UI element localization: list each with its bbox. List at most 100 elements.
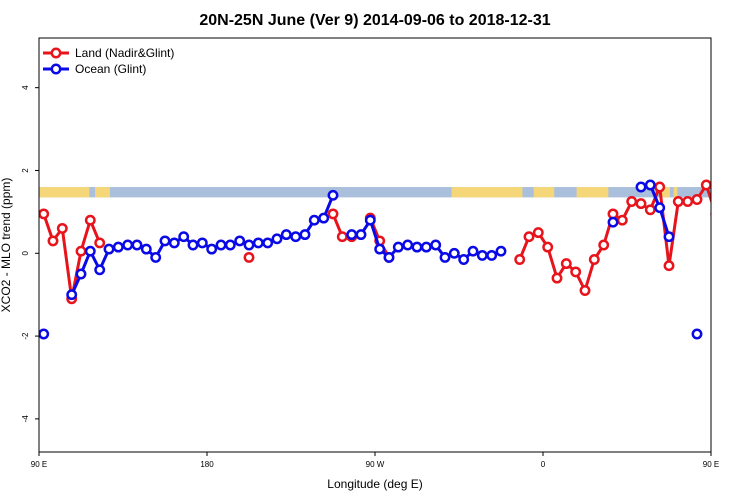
series-0-point-7 — [243, 251, 255, 263]
series-0-point-34 — [700, 179, 711, 191]
x-tick-label-2: 90 W — [366, 460, 385, 469]
series-0-point-4 — [75, 245, 87, 257]
series-0-point-36 — [721, 237, 729, 245]
series-1-point-5 — [103, 243, 115, 255]
series-1-point-48 — [635, 181, 647, 193]
series-1-point-16 — [206, 243, 218, 255]
series-1-point-33 — [374, 243, 386, 255]
series-0-line-4 — [518, 183, 711, 292]
y-tick-label-4: 4 — [21, 85, 30, 90]
series-1-point-17 — [215, 239, 227, 251]
series-1-point-26 — [299, 229, 311, 241]
series-0-point-33 — [691, 194, 703, 205]
legend: Land (Nadir&Glint) Ocean (Glint) — [43, 46, 174, 76]
series-1-point-1 — [66, 289, 78, 301]
series-1-point-51 — [663, 231, 675, 243]
series-1-point-50 — [654, 202, 666, 214]
x-axis: 90 E 180 90 W 0 90 E — [31, 452, 719, 469]
series-1-point-43 — [467, 245, 479, 257]
x-tick-label-4: 90 E — [703, 460, 719, 469]
series-1-point-10 — [150, 251, 162, 263]
land-band-segment-5 — [660, 187, 670, 198]
y-tick-label-3: 2 — [21, 168, 30, 173]
series-1-point-36 — [402, 239, 414, 251]
series-1-point-47 — [607, 216, 619, 228]
series-1-point-14 — [187, 239, 199, 251]
series-0 — [39, 179, 748, 305]
y-tick-label-0: -4 — [21, 415, 30, 423]
land-band-segment-1 — [95, 187, 110, 198]
land-band-segment-0 — [39, 187, 90, 198]
series-1-line-6 — [744, 237, 750, 295]
series-1-point-39 — [430, 239, 442, 251]
x-axis-label: Longitude (deg E) — [327, 477, 422, 491]
series-1-point-22 — [262, 237, 274, 249]
series-1-point-38 — [420, 241, 432, 253]
series-1-point-40 — [439, 251, 451, 263]
series-0-point-26 — [626, 196, 638, 207]
series-1-point-28 — [318, 212, 330, 224]
series-0-point-30 — [663, 260, 675, 272]
series-1-point-45 — [486, 249, 498, 261]
series-1-point-13 — [178, 231, 190, 243]
x-tick-label-0: 90 E — [31, 460, 47, 469]
series-0-point-2 — [56, 222, 68, 234]
series-0-point-29 — [654, 181, 666, 193]
series-1-point-35 — [392, 241, 404, 253]
legend-marker-ocean — [50, 63, 62, 75]
series-1-point-44 — [476, 249, 488, 261]
series-1-point-49 — [644, 179, 656, 191]
land-band-segment-6 — [673, 187, 678, 198]
series-0-point-14 — [514, 254, 526, 265]
legend-label-land: Land (Nadir&Glint) — [75, 46, 174, 60]
series-0-point-22 — [588, 254, 600, 265]
legend-marker-land — [50, 47, 62, 59]
series-1-point-34 — [383, 251, 395, 263]
series-0-point-31 — [672, 196, 684, 207]
land-ocean-mask — [39, 187, 711, 198]
series-1-point-29 — [327, 189, 339, 201]
series-0-point-27 — [635, 198, 647, 210]
series-1-point-7 — [122, 239, 134, 251]
series-1-point-18 — [224, 239, 236, 251]
series-0-point-21 — [579, 285, 591, 296]
series-0-point-19 — [560, 258, 572, 270]
series-1-point-3 — [84, 245, 96, 257]
y-axis: -4 -2 0 2 4 — [21, 85, 39, 423]
series-1-point-27 — [308, 214, 320, 226]
series-1-point-37 — [411, 241, 423, 253]
ocean-band — [39, 187, 711, 198]
series-1-point-42 — [458, 254, 470, 265]
chart-title: 20N-25N June (Ver 9) 2014-09-06 to 2018-… — [199, 12, 550, 29]
series-0-point-9 — [336, 231, 348, 243]
series-1 — [39, 179, 750, 340]
series-1-point-24 — [280, 229, 292, 241]
series-0-point-23 — [598, 239, 610, 251]
series-1-point-46 — [495, 245, 507, 257]
land-band-segment-4 — [576, 187, 609, 198]
series-0-point-35 — [710, 211, 711, 217]
series-1-point-21 — [252, 237, 264, 249]
series-0-point-8 — [327, 208, 339, 220]
series-0-point-32 — [682, 196, 694, 207]
y-tick-label-2: 0 — [21, 251, 30, 256]
series-1-point-2 — [75, 268, 87, 280]
series-0-point-17 — [542, 241, 554, 253]
series-1-point-12 — [168, 237, 180, 249]
x-tick-label-1: 180 — [200, 460, 214, 469]
series-1-point-9 — [140, 243, 152, 255]
series-1-point-41 — [448, 247, 460, 259]
series-0-point-15 — [523, 231, 535, 243]
series-1-point-11 — [159, 235, 171, 247]
series-0-point-5 — [84, 214, 96, 226]
y-axis-label: XCO2 - MLO trend (ppm) — [0, 178, 13, 313]
series-1-point-6 — [112, 241, 124, 253]
series-1-point-4 — [94, 264, 106, 276]
series-0-point-38 — [740, 297, 748, 305]
series-1-point-8 — [131, 239, 143, 251]
land-band-segment-2 — [451, 187, 523, 198]
series-0-point-18 — [551, 272, 563, 284]
series-0-point-6 — [94, 237, 106, 249]
series-0-point-0 — [39, 208, 50, 220]
